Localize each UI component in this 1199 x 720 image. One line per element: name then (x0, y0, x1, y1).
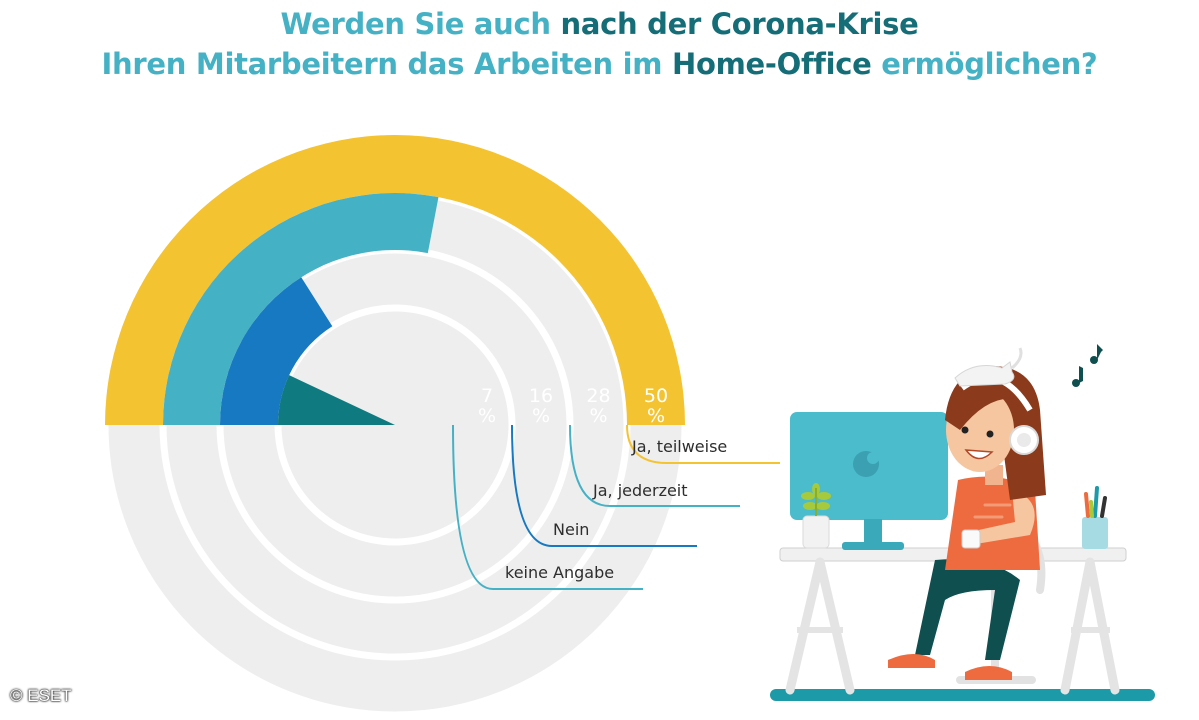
title-segment: Ihren Mitarbeitern das Arbeiten im (101, 47, 672, 81)
chart-title: Werden Sie auch nach der Corona-Krise Ih… (0, 4, 1199, 84)
floor-line (770, 689, 1155, 701)
monitor-base (842, 542, 904, 550)
arc-ja-teilweise (105, 135, 685, 425)
arc-ja-jederzeit (163, 193, 439, 425)
percent-label: 7% (478, 385, 496, 427)
leader-line (511, 424, 697, 547)
category-label: Ja, jederzeit (592, 481, 688, 500)
desk-legs (785, 557, 1120, 695)
plant-leaves (801, 483, 831, 510)
monitor-stand (864, 519, 882, 549)
leader-lines (452, 424, 780, 590)
arc-keine-angabe (278, 375, 395, 425)
title-segment: Home-Office (672, 47, 872, 81)
category-labels: Ja, teilweise Ja, jederzeit Nein keine Anga… (505, 437, 727, 582)
title-line-2: Ihren Mitarbeitern das Arbeiten im Home-… (0, 44, 1199, 84)
category-label: Ja, teilweise (631, 437, 727, 456)
leader-line (452, 424, 643, 590)
legs (915, 559, 1020, 660)
percent-labels: 50 % 28 % 16 % 7% (478, 385, 668, 427)
music-notes (1072, 344, 1103, 387)
percent-label: 50% (644, 385, 668, 427)
pencil-cup (1082, 517, 1108, 549)
copyright-notice: © ESET (10, 686, 72, 705)
arm (965, 490, 1035, 545)
category-label: Nein (553, 520, 589, 539)
title-line-1: Werden Sie auch nach der Corona-Krise (0, 4, 1199, 44)
cat (954, 361, 1015, 387)
shoes (888, 654, 1012, 680)
title-segment: ermöglichen? (871, 47, 1098, 81)
mug (961, 529, 981, 549)
home-office-illustration (770, 344, 1155, 701)
category-label: keine Angabe (505, 563, 614, 582)
title-segment: Werden Sie auch (280, 7, 561, 41)
title-segment: nach der Corona-Krise (560, 7, 919, 41)
data-arcs (105, 135, 685, 425)
arc-nein (220, 277, 333, 425)
leader-line (626, 424, 780, 464)
percent-label: 28% (586, 385, 610, 427)
leader-line (569, 424, 740, 507)
plant-pot (802, 515, 830, 549)
percent-label: 16% (529, 385, 553, 427)
